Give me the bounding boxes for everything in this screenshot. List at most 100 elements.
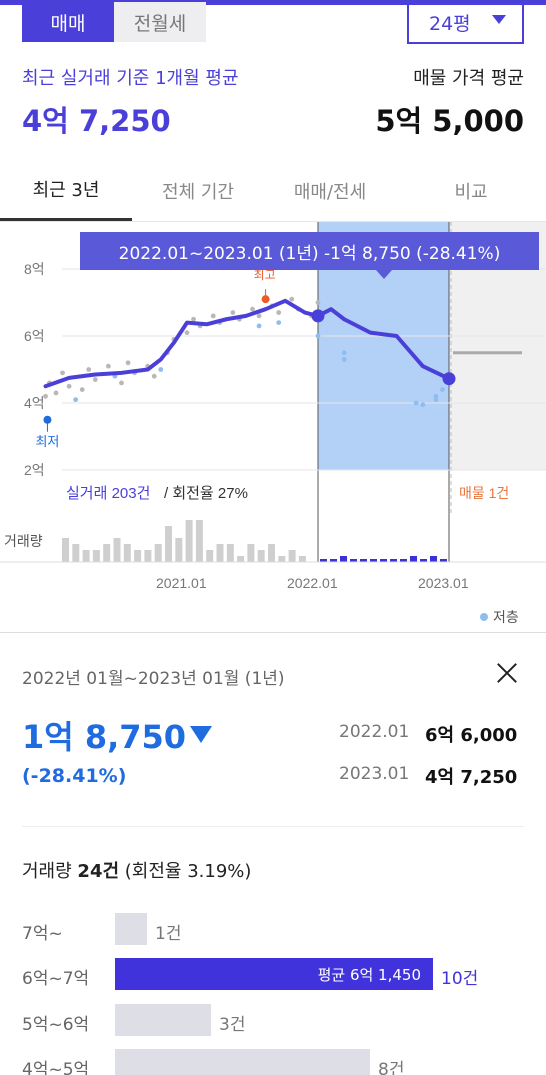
recent-average-value: 4억 7,250 [22,104,171,138]
volume-bar [123,544,131,562]
trade-point [315,300,321,305]
volume-bar [195,520,203,562]
selection-start-marker [311,309,325,323]
trade-point [151,373,157,379]
trade-type-toggle: 매매 전월세 [22,2,206,42]
trade-point [60,370,65,376]
histogram-bar [115,1049,370,1075]
listing-average-label: 매물 가격 평균 [413,68,524,89]
histogram-row: 6억~7억 평균 6억 1,450 10건 [22,958,532,992]
volume-count: 24건 [77,861,120,882]
high-marker-label: 최고 [254,268,276,282]
trade-point-low-floor [433,397,439,403]
trade-point [66,383,72,389]
volume-bar [268,544,275,562]
volume-bar [154,544,162,562]
listing-average-value: 5억 5,000 [375,104,524,138]
volume-bar-selected [400,559,407,562]
trade-point [230,310,236,315]
volume-bar-selected [430,556,437,562]
histogram-range: 4억~5억 [22,1060,90,1075]
histogram-range: 6억~7억 [22,969,90,989]
period-tabs: 최근 3년 전체 기간 매매/전세 비교 [0,160,546,222]
detail-panel [0,632,546,1075]
histogram-row: 5억~6억 3건 [22,1004,532,1038]
trade-point-low-floor [158,367,164,372]
histogram-count: 10건 [441,969,479,989]
trade-point [92,377,98,382]
tab-all-period[interactable]: 전체 기간 [162,181,234,203]
volume-bar-selected [440,559,447,562]
down-arrow-icon [190,726,212,743]
trade-point [184,330,190,336]
histogram-bar-highlight: 평균 6억 1,450 [115,958,433,990]
x-tick-label: 2021.01 [156,575,207,591]
tooltip-arrow [376,270,392,279]
volume-bar-selected [380,559,387,562]
trade-point [210,313,216,319]
trade-point [53,390,59,396]
start-value: 6억 6,000 [425,725,518,746]
end-value: 4억 7,250 [425,767,518,788]
volume-bar [247,544,255,562]
histogram-count: 3건 [219,1015,246,1035]
trade-point [125,360,131,366]
volume-bar [175,538,183,562]
trade-point [119,380,124,386]
recent-average-label: 최근 실거래 기준 1개월 평균 [22,68,239,89]
volume-label: 거래량 [22,861,72,882]
volume-bar [288,550,296,562]
trade-point-low-floor [73,397,79,403]
volume-bar [144,550,152,562]
low-marker-label: 최저 [35,434,59,449]
trade-point-low-floor [341,357,347,362]
volume-bar [82,550,90,562]
tab-buy-rent[interactable]: 매매/전세 [293,181,367,203]
x-tick-label: 2022.01 [287,575,338,591]
trade-point-low-floor [315,333,321,339]
trade-point-low-floor [413,400,419,406]
trade-type-rent-tab[interactable]: 전월세 [133,12,187,35]
tab-compare[interactable]: 비교 [454,181,488,203]
price-trend-line [43,298,451,389]
volume-bar [298,556,306,562]
volume-bar-selected [410,556,417,562]
volume-bar [62,538,69,562]
volume-bar [185,520,193,562]
top-accent-bar [0,0,546,5]
close-icon[interactable] [496,662,518,684]
size-select[interactable]: 24평 [407,2,524,44]
trade-point [250,306,255,312]
trade-point-low-floor [433,393,439,399]
trade-point [191,316,196,322]
trade-point [289,296,295,302]
trade-type-buy-tab[interactable]: 매매 [22,2,114,42]
chevron-down-icon [492,15,506,24]
volume-bar [206,550,214,562]
range-tooltip: 2022.01~2023.01 (1년) -1억 8,750 (-28.41%) [80,232,539,270]
volume-bar-selected [420,559,427,562]
divider [22,826,524,827]
y-tick-label: 2억 [24,462,45,478]
volume-bar [92,550,100,562]
histogram-count: 8건 [378,1060,405,1075]
tab-recent-3y[interactable]: 최근 3년 [0,160,132,221]
size-select-value: 24평 [429,12,471,35]
trade-point-low-floor [276,320,282,325]
legend-low-floor-icon [480,613,488,621]
start-date: 2022.01 [339,722,410,742]
turnover-label: / 회전율 27% [164,485,248,502]
volume-bar [226,544,234,562]
histogram-count: 1건 [155,924,182,944]
listing-count-label: 매물 1건 [459,485,509,501]
trade-point [256,313,262,319]
trade-point [43,393,48,399]
trade-point-low-floor [420,402,426,408]
volume-bar [134,550,142,562]
trade-point [79,387,85,392]
selection-end-marker [442,372,456,386]
volume-bar [165,526,172,562]
volume-bar [257,550,265,562]
volume-bar-selected [390,559,397,562]
